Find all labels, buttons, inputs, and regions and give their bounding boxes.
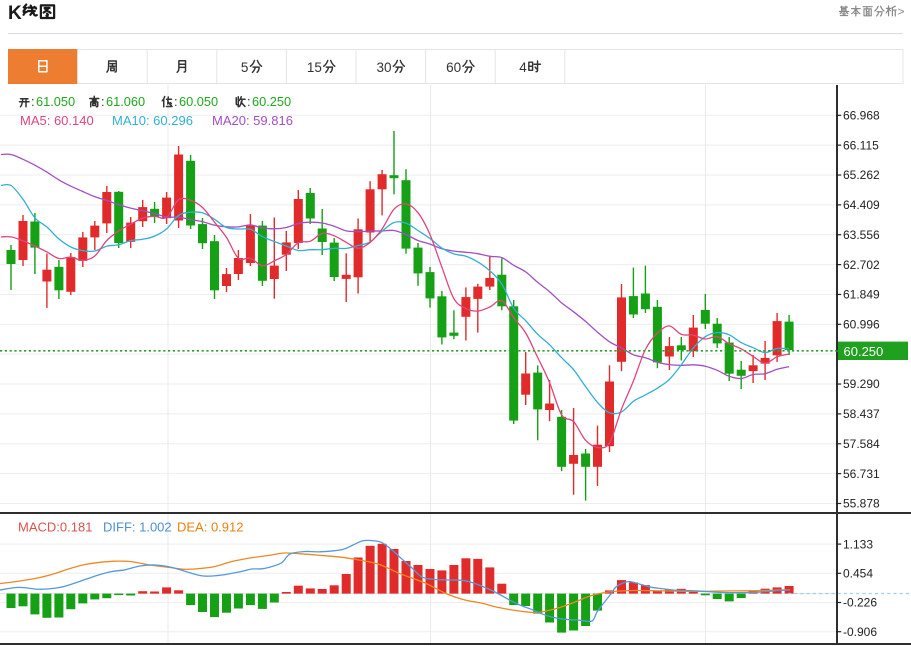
svg-text:62.702: 62.702 (843, 258, 880, 272)
svg-text:15: 15 (307, 60, 322, 75)
svg-text:4: 4 (519, 60, 527, 75)
svg-text:57.584: 57.584 (843, 437, 880, 451)
svg-text:DEA: 0.912: DEA: 0.912 (177, 520, 244, 535)
svg-text:60.050: 60.050 (179, 94, 218, 109)
svg-text:58.437: 58.437 (843, 407, 880, 421)
svg-text:66.115: 66.115 (843, 138, 879, 152)
svg-text:65.262: 65.262 (843, 168, 880, 182)
svg-text:66.968: 66.968 (843, 109, 880, 123)
svg-text:60: 60 (446, 60, 461, 75)
svg-text:30: 30 (377, 60, 392, 75)
svg-text:60.250: 60.250 (252, 94, 291, 109)
svg-text:5: 5 (241, 60, 249, 75)
svg-text:55.878: 55.878 (843, 497, 880, 511)
svg-text:56.731: 56.731 (843, 467, 880, 481)
svg-text:61.060: 61.060 (106, 94, 145, 109)
svg-text:>: > (898, 4, 905, 18)
svg-text::: : (174, 94, 178, 109)
svg-text:K: K (8, 3, 22, 24)
svg-text:MA5: 60.140: MA5: 60.140 (20, 113, 94, 128)
svg-text:MACD:0.181: MACD:0.181 (18, 520, 92, 535)
svg-text::: : (247, 94, 251, 109)
svg-text::: : (101, 94, 105, 109)
svg-text:61.050: 61.050 (36, 94, 75, 109)
svg-text:MA20: 59.816: MA20: 59.816 (212, 113, 293, 128)
svg-text:1.133: 1.133 (843, 537, 873, 551)
svg-text:MA10: 60.296: MA10: 60.296 (112, 113, 193, 128)
svg-text:63.556: 63.556 (843, 228, 880, 242)
svg-text:-0.906: -0.906 (843, 625, 877, 639)
svg-text:64.409: 64.409 (843, 198, 880, 212)
svg-text:61.849: 61.849 (843, 288, 880, 302)
svg-text:DIFF: 1.002: DIFF: 1.002 (103, 520, 172, 535)
svg-text:-0.226: -0.226 (843, 596, 877, 610)
svg-text:0.454: 0.454 (843, 567, 873, 581)
svg-text:59.290: 59.290 (843, 377, 880, 391)
svg-text::: : (31, 94, 35, 109)
svg-text:60.250: 60.250 (844, 344, 884, 359)
svg-text:60.996: 60.996 (843, 318, 880, 332)
